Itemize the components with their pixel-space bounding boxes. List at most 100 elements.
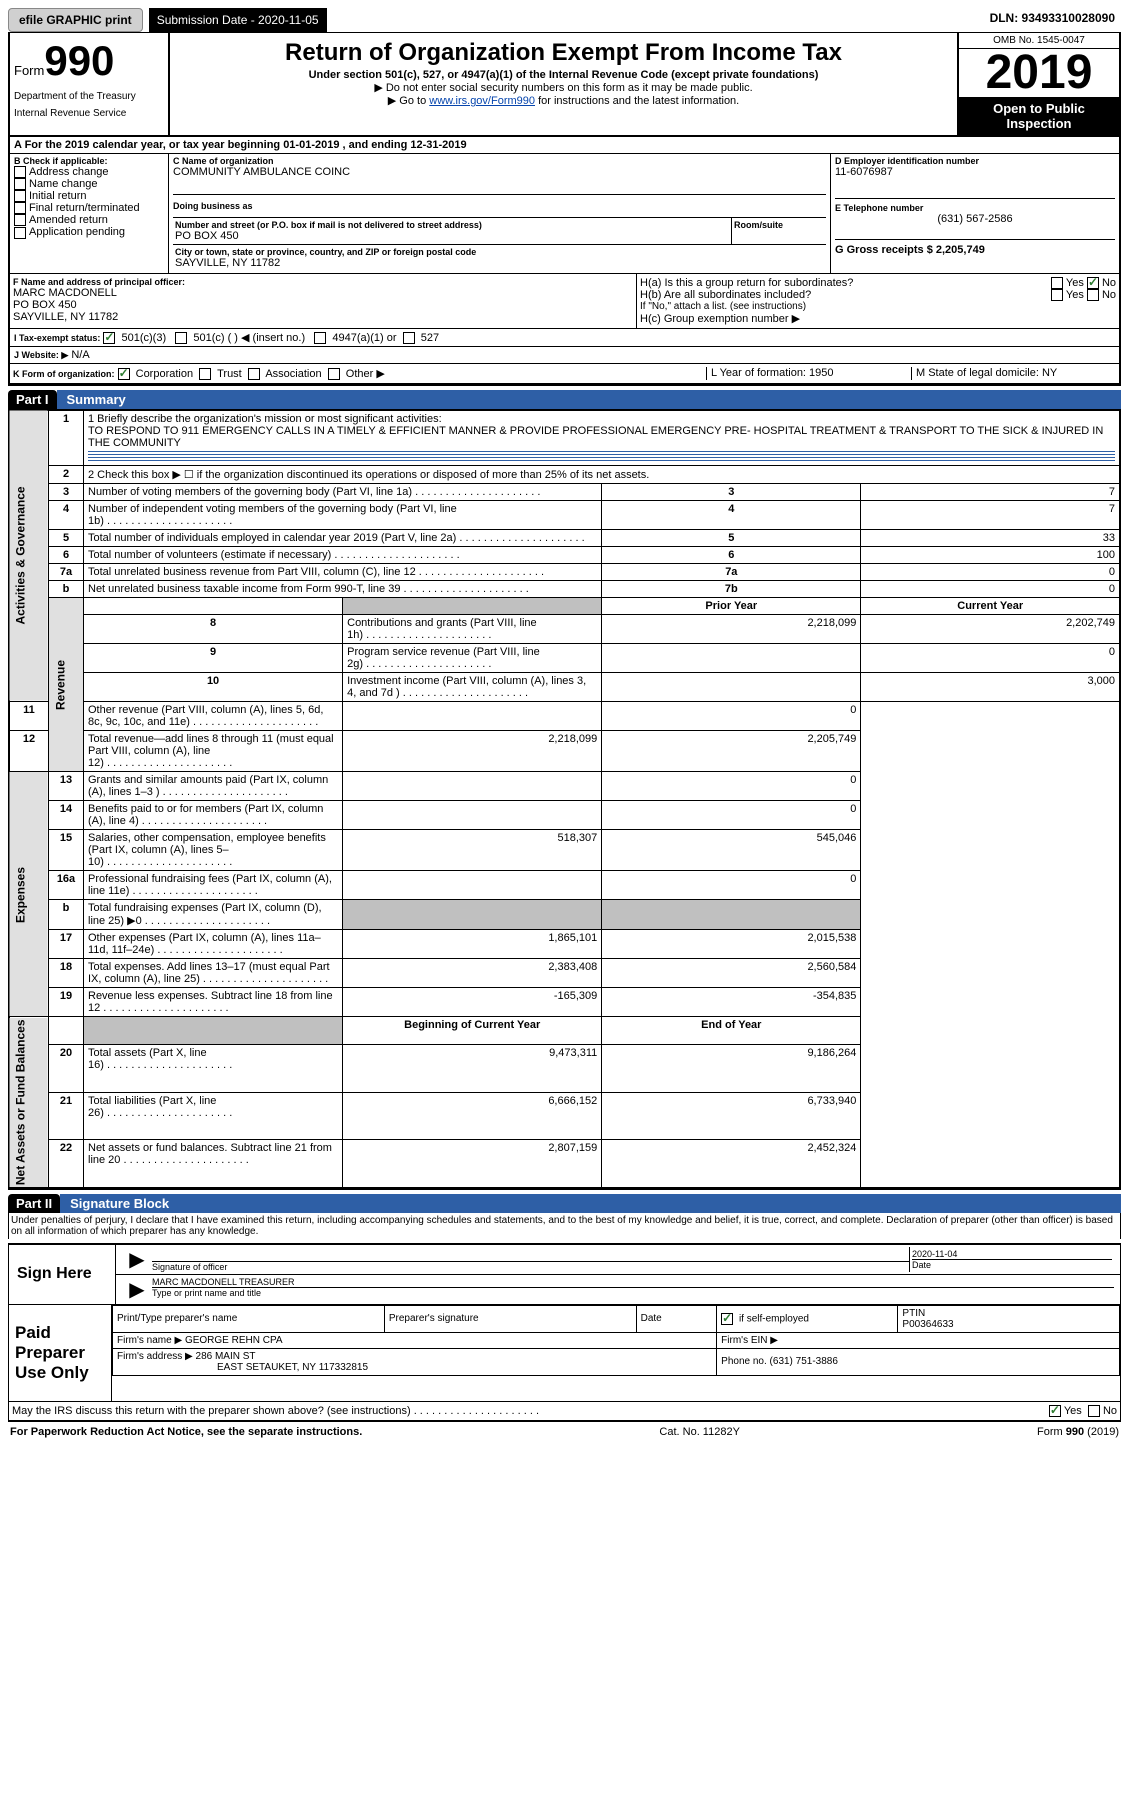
ptin-value: P00364633 — [902, 1319, 953, 1330]
form-subtitle: Under section 501(c), 527, or 4947(a)(1)… — [174, 69, 953, 81]
summary-row-exp: 18Total expenses. Add lines 13–17 (must … — [9, 959, 1120, 988]
chk-corp[interactable] — [118, 368, 130, 380]
irs-link[interactable]: www.irs.gov/Form990 — [429, 95, 535, 107]
line-2: 2 Check this box ▶ ☐ if the organization… — [84, 466, 1121, 484]
mission-text: TO RESPOND TO 911 EMERGENCY CALLS IN A T… — [88, 425, 1115, 449]
summary-row-exp: 17Other expenses (Part IX, column (A), l… — [9, 930, 1120, 959]
chk-other[interactable] — [328, 368, 340, 380]
hb-no-lbl: No — [1102, 289, 1116, 301]
discuss-no[interactable] — [1088, 1405, 1100, 1417]
efile-print-button[interactable]: efile GRAPHIC print — [8, 8, 143, 32]
boxes-fh: F Name and address of principal officer:… — [8, 274, 1121, 329]
chk-final-return[interactable] — [14, 202, 26, 214]
boxes-bcd: B Check if applicable: Address change Na… — [8, 154, 1121, 274]
ha-label: H(a) Is this a group return for subordin… — [640, 277, 853, 289]
ein-value: 11-6076987 — [835, 166, 1115, 178]
chk-name-change[interactable] — [14, 178, 26, 190]
chk-527[interactable] — [403, 332, 415, 344]
lbl-501c: 501(c) ( ) ◀ (insert no.) — [193, 332, 305, 344]
title-box: Return of Organization Exempt From Incom… — [170, 33, 959, 135]
firm-addr1: 286 MAIN ST — [196, 1351, 256, 1362]
chk-app-pending[interactable] — [14, 227, 26, 239]
chk-4947[interactable] — [314, 332, 326, 344]
footer-cat: Cat. No. 11282Y — [659, 1426, 740, 1438]
chk-initial-return[interactable] — [14, 190, 26, 202]
lbl-501c3: 501(c)(3) — [121, 332, 166, 344]
chk-self-employed[interactable] — [721, 1313, 733, 1325]
firm-phone: Phone no. (631) 751-3886 — [717, 1348, 1120, 1375]
chk-501c3[interactable] — [103, 332, 115, 344]
side-net-assets: Net Assets or Fund Balances — [9, 1017, 49, 1188]
city-value: SAYVILLE, NY 11782 — [175, 257, 824, 269]
form-line-goto: ▶ Go to www.irs.gov/Form990 for instruct… — [174, 94, 953, 107]
preparer-table: Print/Type preparer's name Preparer's si… — [112, 1305, 1120, 1376]
lbl-trust: Trust — [217, 368, 242, 380]
year-box: OMB No. 1545-0047 2019 Open to Public In… — [959, 33, 1119, 135]
website-value: N/A — [71, 349, 89, 361]
firm-name-value: GEORGE REHN CPA — [185, 1335, 283, 1346]
lbl-name-change: Name change — [29, 178, 98, 190]
end-year-hdr: End of Year — [602, 1017, 861, 1045]
street-value: PO BOX 450 — [175, 230, 729, 242]
ha-yes-lbl: Yes — [1066, 277, 1084, 289]
discuss-label: May the IRS discuss this return with the… — [12, 1405, 1049, 1417]
prior-year-hdr: Prior Year — [602, 598, 861, 615]
form-number-box: Form990 Department of the Treasury Inter… — [10, 33, 170, 135]
lbl-corp: Corporation — [136, 368, 193, 380]
lbl-4947: 4947(a)(1) or — [332, 332, 396, 344]
dln-value: DLN: 93493310028090 — [327, 8, 1121, 32]
hb-no[interactable] — [1087, 289, 1099, 301]
current-year-hdr: Current Year — [861, 598, 1120, 615]
signature-block: Sign Here ▶ Signature of officer 2020-11… — [8, 1243, 1121, 1402]
summary-row-ag: 4Number of independent voting members of… — [9, 501, 1120, 530]
year-formation: L Year of formation: 1950 — [706, 367, 911, 380]
hc-label: H(c) Group exemption number ▶ — [640, 312, 1116, 325]
part1-title: Summary — [57, 390, 1121, 409]
form-org-label: K Form of organization: — [13, 369, 115, 379]
discuss-no-lbl: No — [1103, 1405, 1117, 1417]
lbl-527: 527 — [421, 332, 439, 344]
dba-label: Doing business as — [173, 201, 826, 211]
hb-yes[interactable] — [1051, 289, 1063, 301]
dept-irs: Internal Revenue Service — [14, 108, 164, 119]
summary-row-rev: 12Total revenue—add lines 8 through 11 (… — [9, 731, 1120, 772]
sig-arrow-icon-2: ▶ — [122, 1277, 152, 1302]
footer-form: Form 990 (2019) — [1037, 1426, 1119, 1438]
discuss-yes[interactable] — [1049, 1405, 1061, 1417]
form-number: 990 — [44, 37, 114, 84]
lbl-final-return: Final return/terminated — [29, 202, 140, 214]
form-line-ssn: ▶ Do not enter social security numbers o… — [174, 81, 953, 94]
state-domicile: M State of legal domicile: NY — [911, 367, 1116, 380]
lbl-initial-return: Initial return — [29, 190, 86, 202]
box-d: D Employer identification number 11-6076… — [831, 154, 1119, 273]
sig-date-label: Date — [912, 1259, 1112, 1270]
chk-assoc[interactable] — [248, 368, 260, 380]
paid-preparer-label: Paid Preparer Use Only — [9, 1305, 112, 1401]
lbl-address-change: Address change — [29, 166, 109, 178]
hb-yes-lbl: Yes — [1066, 289, 1084, 301]
page-footer: For Paperwork Reduction Act Notice, see … — [8, 1421, 1121, 1442]
officer-addr: PO BOX 450 — [13, 299, 633, 311]
chk-trust[interactable] — [199, 368, 211, 380]
firm-addr-label: Firm's address ▶ — [117, 1351, 193, 1362]
box-b-heading: B Check if applicable: — [14, 156, 164, 166]
summary-row-exp: 13Grants and similar amounts paid (Part … — [9, 772, 1120, 801]
open-public-2: Inspection — [963, 116, 1115, 131]
ha-no[interactable] — [1087, 277, 1099, 289]
phone-label: E Telephone number — [835, 203, 1115, 213]
dept-treasury: Department of the Treasury — [14, 91, 164, 102]
room-label: Room/suite — [734, 220, 824, 230]
lbl-app-pending: Application pending — [29, 226, 125, 238]
chk-501c[interactable] — [175, 332, 187, 344]
prep-date-label: Date — [636, 1305, 717, 1332]
chk-address-change[interactable] — [14, 166, 26, 178]
part1-strip: Part I Summary — [8, 385, 1121, 409]
side-expenses: Expenses — [9, 772, 49, 1017]
form-prefix: Form — [14, 63, 44, 78]
boxes-klm: K Form of organization: Corporation Trus… — [8, 364, 1121, 385]
chk-amended[interactable] — [14, 214, 26, 226]
officer-printed-name: MARC MACDONELL TREASURER — [152, 1277, 1114, 1287]
hb-label: H(b) Are all subordinates included? — [640, 289, 811, 301]
ptin-label: PTIN — [902, 1308, 925, 1319]
ha-yes[interactable] — [1051, 277, 1063, 289]
